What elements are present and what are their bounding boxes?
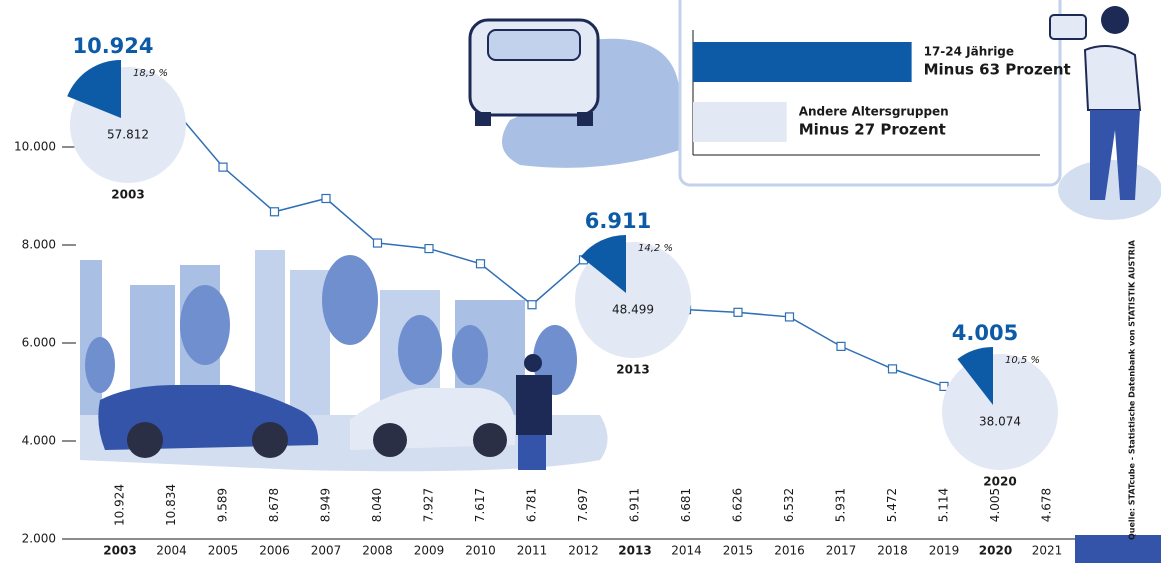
x-tick-label: 2003 [103, 544, 136, 558]
person-illustration [1050, 6, 1161, 563]
x-tick-label: 2020 [979, 544, 1012, 558]
bar [693, 42, 912, 82]
value-label: 6.911 [628, 488, 642, 522]
y-tick-label: 2.000 [22, 532, 56, 546]
illustration [80, 250, 608, 471]
value-label: 6.681 [679, 488, 693, 522]
x-tick-label: 2015 [723, 544, 754, 558]
pie-total-label: 10.924 [72, 34, 153, 58]
pie-total-label: 4.005 [952, 321, 1018, 345]
x-tick-label: 2005 [208, 544, 239, 558]
pie-share-label: 18,9 % [133, 68, 168, 79]
pie: 6.911 14,2 % 48.499 2013 [575, 209, 691, 377]
pie-remainder-label: 48.499 [612, 303, 654, 317]
data-point [219, 163, 227, 171]
data-point [889, 365, 897, 373]
value-label: 5.931 [834, 488, 848, 522]
pie: 10.924 18,9 % 57.812 2003 [67, 34, 186, 202]
pie-year-label: 2020 [983, 475, 1016, 489]
data-point [425, 245, 433, 253]
pie-remainder [942, 354, 1058, 470]
x-tick-label: 2016 [774, 544, 805, 558]
x-tick-label: 2012 [568, 544, 599, 558]
value-label: 4.005 [988, 488, 1002, 522]
x-tick-label: 2007 [311, 544, 342, 558]
data-point [477, 260, 485, 268]
value-label: 6.781 [525, 488, 539, 522]
value-label: 6.532 [782, 488, 796, 522]
bar [693, 102, 787, 142]
pie-remainder-label: 57.812 [107, 128, 149, 142]
pie-remainder-label: 38.074 [979, 415, 1021, 429]
value-label: 8.949 [319, 488, 333, 522]
bar-category: 17-24 Jährige [924, 45, 1014, 59]
x-tick-label: 2008 [362, 544, 393, 558]
x-tick-label: 2009 [414, 544, 445, 558]
x-tick-label: 2011 [517, 544, 548, 558]
data-point [837, 342, 845, 350]
value-label: 6.626 [731, 488, 745, 522]
value-label: 4.678 [1040, 488, 1054, 522]
value-label: 7.697 [576, 488, 590, 522]
infographic: Quelle: STATcube - Statistische Datenban… [0, 0, 1161, 563]
bar-value-label: Minus 63 Prozent [924, 61, 1071, 79]
data-point [322, 194, 330, 202]
value-label: 9.589 [216, 488, 230, 522]
x-tick-label: 2021 [1032, 544, 1063, 558]
data-point [528, 301, 536, 309]
pie-year-label: 2013 [616, 363, 649, 377]
data-point [734, 308, 742, 316]
inset-panel [680, 0, 1060, 185]
value-label: 7.927 [422, 488, 436, 522]
x-tick-label: 2004 [156, 544, 187, 558]
x-tick-label: 2006 [259, 544, 290, 558]
value-label: 5.114 [937, 488, 951, 522]
y-tick-label: 10.000 [14, 140, 56, 154]
source: Quelle: STATcube - Statistische Datenban… [1128, 239, 1137, 540]
x-tick-label: 2019 [929, 544, 960, 558]
pie-year-label: 2003 [111, 188, 144, 202]
value-label: 8.040 [370, 488, 384, 522]
bar-category: Andere Altersgruppen [799, 105, 949, 119]
pie-total-label: 6.911 [585, 209, 651, 233]
value-label: 5.472 [885, 488, 899, 522]
y-tick-label: 6.000 [22, 336, 56, 350]
value-label: 8.678 [267, 488, 281, 522]
pie-share-label: 14,2 % [638, 243, 673, 254]
pie-share-label: 10,5 % [1005, 355, 1040, 366]
x-tick-label: 2018 [877, 544, 908, 558]
data-point [374, 239, 382, 247]
pie: 4.005 10,5 % 38.074 2020 [942, 321, 1058, 489]
value-label: 10.834 [164, 484, 178, 526]
value-label: 7.617 [473, 488, 487, 522]
data-point [786, 313, 794, 321]
value-label: 10.924 [113, 484, 127, 526]
car-illustration [470, 20, 680, 168]
data-point [271, 208, 279, 216]
y-tick-label: 8.000 [22, 238, 56, 252]
x-tick-label: 2014 [671, 544, 702, 558]
x-tick-label: 2017 [826, 544, 857, 558]
y-tick-label: 4.000 [22, 434, 56, 448]
x-tick-label: 2013 [618, 544, 651, 558]
x-tick-label: 2010 [465, 544, 496, 558]
bar-value-label: Minus 27 Prozent [799, 121, 946, 139]
